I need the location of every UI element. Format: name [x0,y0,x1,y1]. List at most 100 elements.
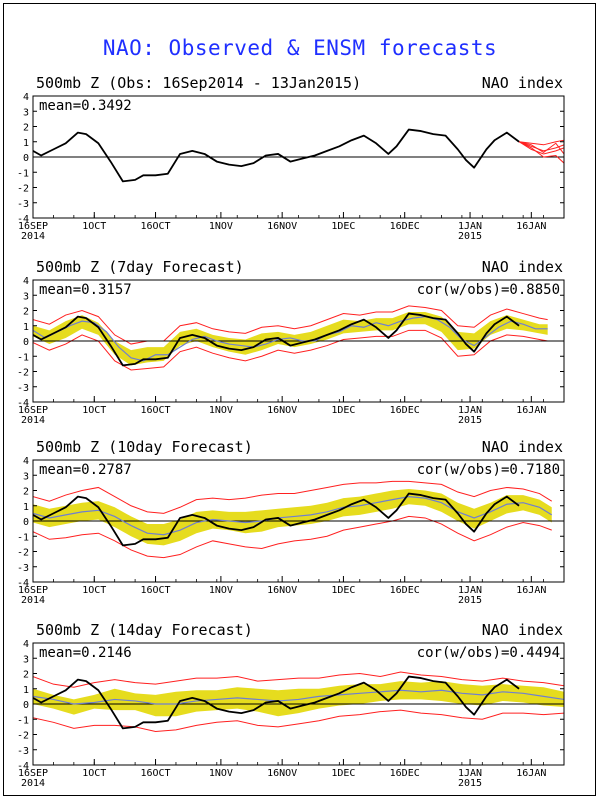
x-tick-label: 1JAN [458,405,482,416]
x-tick-label: 16JAN [516,585,546,596]
panel-title: 500mb Z (Obs: 16Sep2014 - 13Jan2015) [36,74,361,92]
mean-label: mean=0.3492 [39,98,132,114]
x-tick-label: 16NOV [267,585,297,596]
x-tick-label: 1OCT [82,768,106,779]
x-tick-label: 1DEC [331,768,355,779]
panel-title: 500mb Z (7day Forecast) [36,258,244,276]
mean-label: mean=0.2787 [39,462,132,478]
figure-title: NAO: Observed & ENSM forecasts [102,36,498,60]
y-tick-label: -4 [17,398,29,409]
plot-area [33,480,564,559]
ensemble-mean-line [33,495,553,536]
x-tick-label: 16OCT [140,585,170,596]
y-tick-label: 3 [23,291,29,302]
x-tick-label: 16NOV [267,405,297,416]
y-tick-label: 2 [23,670,29,681]
y-tick-label: -3 [17,199,29,210]
x-tick-label: 16JAN [516,221,546,232]
y-tick-label: 1 [23,138,29,149]
y-tick-label: 1 [23,322,29,333]
nao-panel-0: 500mb Z (Obs: 16Sep2014 - 13Jan2015) NAO … [17,74,565,242]
y-tick-label: -3 [17,383,29,394]
x-tick-sublabel: 2014 [21,415,45,426]
x-tick-label: 1NOV [209,768,233,779]
x-tick-sublabel: 2014 [21,778,45,789]
x-tick-label: 16SEP [18,768,48,779]
x-tick-label: 1JAN [458,585,482,596]
x-tick-label: 16JAN [516,768,546,779]
observed-line [33,492,520,547]
y-tick-label: 0 [23,337,29,348]
outer-border [3,3,596,796]
correlation-label: cor(w/obs)=0.8850 [417,282,560,298]
x-tick-label: 16SEP [18,585,48,596]
y-tick-label: 4 [23,456,29,467]
spread-upper-line [33,480,553,514]
ensemble-spread-band [33,312,548,366]
x-tick-label: 1DEC [331,585,355,596]
y-tick-label: 1 [23,502,29,513]
panel-title: 500mb Z (10day Forecast) [36,438,253,456]
x-tick-sublabel: 2015 [458,595,482,606]
index-label: NAO index [482,74,563,92]
x-tick-label: 1JAN [458,768,482,779]
x-tick-label: 16JAN [516,405,546,416]
correlation-label: cor(w/obs)=0.7180 [417,462,560,478]
y-tick-label: -4 [17,578,29,589]
ensemble-member-line [519,139,564,146]
y-tick-label: -2 [17,731,29,742]
x-tick-label: 1NOV [209,221,233,232]
nao-panel-3: 500mb Z (14day Forecast) NAO index -4 -3 -2 -… [17,621,565,789]
y-tick-label: -2 [17,368,29,379]
x-tick-sublabel: 2015 [458,415,482,426]
panel-title: 500mb Z (14day Forecast) [36,621,253,639]
observed-line [33,128,520,183]
y-tick-label: -1 [17,168,29,179]
nao-panel-2: 500mb Z (10day Forecast) NAO index -4 -3 -2 -… [17,438,565,606]
y-tick-label: 3 [23,654,29,665]
observed-line [33,675,520,730]
y-tick-label: -1 [17,352,29,363]
y-tick-label: 0 [23,153,29,164]
y-tick-label: 4 [23,639,29,650]
y-tick-label: -2 [17,184,29,195]
x-tick-label: 16DEC [390,405,420,416]
y-tick-label: 3 [23,107,29,118]
x-tick-label: 16SEP [18,405,48,416]
x-tick-label: 1OCT [82,405,106,416]
nao-panel-1: 500mb Z (7day Forecast) NAO index -4 -3 -2 -1… [17,258,565,426]
ensemble-member-line [518,141,564,155]
x-tick-label: 16NOV [267,221,297,232]
x-tick-label: 1DEC [331,221,355,232]
y-tick-label: 0 [23,517,29,528]
y-tick-label: 3 [23,471,29,482]
mean-label: mean=0.2146 [39,645,132,661]
x-tick-label: 1NOV [209,585,233,596]
mean-label: mean=0.3157 [39,282,132,298]
plot-area [33,305,564,371]
ensemble-member-line [518,141,564,155]
y-tick-label: -4 [17,761,29,772]
y-tick-label: 1 [23,685,29,696]
x-tick-label: 16OCT [140,221,170,232]
x-tick-sublabel: 2015 [458,231,482,242]
ensemble-mean-line [33,689,564,705]
x-tick-label: 1JAN [458,221,482,232]
y-tick-label: -3 [17,563,29,574]
y-tick-label: 0 [23,700,29,711]
spread-lower-line [33,515,552,559]
x-tick-sublabel: 2014 [21,231,45,242]
x-tick-label: 16OCT [140,405,170,416]
correlation-label: cor(w/obs)=0.4494 [417,645,560,661]
x-tick-label: 16NOV [267,768,297,779]
y-tick-label: 4 [23,92,29,103]
x-tick-label: 1DEC [331,405,355,416]
spread-lower-line [33,329,548,371]
y-tick-label: -2 [17,548,29,559]
y-tick-label: 2 [23,307,29,318]
index-label: NAO index [482,438,563,456]
x-tick-label: 1NOV [209,405,233,416]
x-tick-label: 1OCT [82,585,106,596]
y-tick-label: -1 [17,715,29,726]
